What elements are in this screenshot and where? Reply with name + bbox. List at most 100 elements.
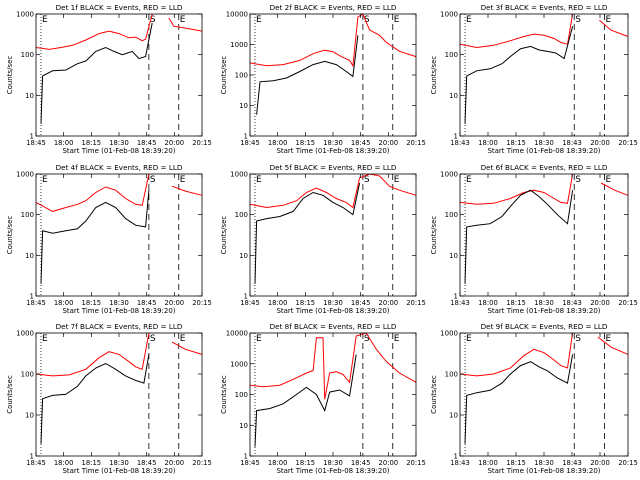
x-tick-label: 18:45 bbox=[137, 299, 157, 307]
x-tick-label: 20:00 bbox=[590, 139, 610, 147]
x-tick-label: 18:30 bbox=[323, 459, 343, 467]
panel-1: Det 1f BLACK = Events, RED = LLD E S E 1 10 10… bbox=[6, 3, 212, 155]
x-tick-label: 20:00 bbox=[379, 139, 399, 147]
panel-title: Det 6f BLACK = Events, RED = LLD bbox=[481, 163, 608, 172]
x-tick-label: 18:30 bbox=[109, 299, 129, 307]
series-lld-line bbox=[249, 173, 417, 209]
y-tick-label: 1000 bbox=[16, 171, 34, 179]
x-tick-label: 18:45 bbox=[240, 459, 260, 467]
y-tick-label: 100 bbox=[21, 371, 34, 379]
x-axis-label: Start Time (01-Feb-08 18:39:20) bbox=[276, 147, 389, 155]
x-tick-label: 18:15 bbox=[82, 459, 102, 467]
x-tick-label: 18:43 bbox=[562, 299, 582, 307]
panel-9: Det 9f BLACK = Events, RED = LLD E S E 1 10 10… bbox=[430, 322, 638, 475]
plot-frame bbox=[249, 173, 417, 297]
plot-frame bbox=[35, 173, 203, 297]
marker-label: E bbox=[42, 15, 48, 25]
y-tick-label: 1000 bbox=[230, 41, 248, 49]
plot-frame bbox=[459, 13, 629, 137]
series-events-line bbox=[464, 26, 574, 124]
x-tick-label: 20:15 bbox=[406, 299, 426, 307]
series-events-line bbox=[254, 182, 361, 284]
panel-title: Det 2f BLACK = Events, RED = LLD bbox=[270, 3, 397, 12]
series-events-line bbox=[40, 354, 150, 444]
plot-frame bbox=[249, 13, 417, 137]
marker-label: S bbox=[150, 175, 156, 185]
x-tick-label: 18:00 bbox=[54, 139, 74, 147]
series-lld-line bbox=[249, 13, 417, 68]
x-tick-label: 18:45 bbox=[26, 459, 46, 467]
y-tick-label: 1 bbox=[454, 293, 458, 301]
x-tick-label: 18:45 bbox=[137, 139, 157, 147]
x-axis-label: Start Time (01-Feb-08 18:39:20) bbox=[276, 467, 389, 475]
panel-title: Det 9f BLACK = Events, RED = LLD bbox=[481, 322, 608, 331]
marker-label: S bbox=[150, 334, 156, 344]
plot-frame bbox=[35, 13, 203, 137]
y-tick-label: 100 bbox=[21, 211, 34, 219]
y-tick-label: 10 bbox=[449, 92, 458, 100]
panel-8: Det 8f BLACK = Events, RED = LLD E S E 1 10 10… bbox=[220, 322, 426, 475]
x-tick-label: 18:43 bbox=[562, 139, 582, 147]
x-tick-label: 18:30 bbox=[109, 139, 129, 147]
marker-label: E bbox=[256, 334, 262, 344]
x-tick-label: 18:00 bbox=[268, 459, 288, 467]
x-tick-label: 20:00 bbox=[590, 459, 610, 467]
y-tick-label: 10 bbox=[239, 102, 248, 110]
plot-frame bbox=[459, 332, 629, 457]
x-tick-label: 20:15 bbox=[406, 459, 426, 467]
x-tick-label: 18:45 bbox=[351, 139, 371, 147]
series-events-line bbox=[40, 190, 150, 284]
x-tick-label: 20:00 bbox=[379, 299, 399, 307]
y-tick-label: 1 bbox=[30, 133, 34, 141]
x-tick-label: 18:15 bbox=[82, 139, 102, 147]
y-axis-label: Counts/sec bbox=[430, 216, 438, 255]
y-tick-label: 1000 bbox=[16, 11, 34, 19]
series-events-line bbox=[464, 189, 574, 284]
x-tick-label: 18:00 bbox=[478, 299, 498, 307]
panel-2: Det 2f BLACK = Events, RED = LLD E S E 1 10 10… bbox=[220, 3, 426, 155]
panel-7: Det 7f BLACK = Events, RED = LLD E S E 1 10 10… bbox=[6, 322, 212, 475]
y-axis-label: Counts/sec bbox=[220, 375, 228, 414]
panel-5: Det 5f BLACK = Events, RED = LLD E S E 1 10 10… bbox=[220, 163, 426, 315]
panel-title: Det 7f BLACK = Events, RED = LLD bbox=[56, 322, 183, 331]
x-tick-label: 18:45 bbox=[240, 139, 260, 147]
y-tick-label: 10000 bbox=[226, 330, 248, 338]
y-tick-label: 10 bbox=[25, 92, 34, 100]
x-tick-label: 20:15 bbox=[192, 139, 212, 147]
x-tick-label: 18:30 bbox=[323, 299, 343, 307]
marker-label: E bbox=[394, 175, 400, 185]
marker-label: E bbox=[256, 175, 262, 185]
x-axis-label: Start Time (01-Feb-08 18:39:20) bbox=[62, 467, 175, 475]
x-axis-label: Start Time (01-Feb-08 18:39:20) bbox=[62, 147, 175, 155]
x-tick-label: 18:30 bbox=[534, 139, 554, 147]
marker-label: E bbox=[605, 334, 611, 344]
x-tick-label: 18:43 bbox=[450, 299, 470, 307]
marker-label: E bbox=[394, 334, 400, 344]
marker-label: E bbox=[394, 15, 400, 25]
y-axis-label: Counts/sec bbox=[6, 56, 14, 95]
x-tick-label: 20:00 bbox=[165, 459, 185, 467]
y-tick-label: 10 bbox=[449, 252, 458, 260]
y-axis-label: Counts/sec bbox=[6, 375, 14, 414]
panel-title: Det 5f BLACK = Events, RED = LLD bbox=[270, 163, 397, 172]
x-tick-label: 18:45 bbox=[351, 459, 371, 467]
series-lld-line bbox=[249, 332, 417, 400]
x-tick-label: 20:00 bbox=[165, 139, 185, 147]
marker-label: S bbox=[575, 175, 581, 185]
x-tick-label: 18:00 bbox=[54, 299, 74, 307]
series-events-line bbox=[254, 354, 357, 447]
y-tick-label: 1000 bbox=[440, 330, 458, 338]
x-tick-label: 20:00 bbox=[590, 299, 610, 307]
x-tick-label: 20:15 bbox=[192, 299, 212, 307]
x-tick-label: 18:30 bbox=[534, 459, 554, 467]
y-tick-label: 10 bbox=[239, 422, 248, 430]
plot-frame bbox=[249, 332, 417, 457]
x-tick-label: 20:15 bbox=[406, 139, 426, 147]
x-tick-label: 20:15 bbox=[192, 459, 212, 467]
marker-label: E bbox=[180, 15, 186, 25]
panel-6: Det 6f BLACK = Events, RED = LLD E S E 1 10 10… bbox=[430, 163, 638, 315]
y-tick-label: 100 bbox=[445, 211, 458, 219]
series-lld-line bbox=[459, 13, 629, 49]
x-tick-label: 18:15 bbox=[506, 299, 526, 307]
panel-title: Det 1f BLACK = Events, RED = LLD bbox=[56, 3, 183, 12]
